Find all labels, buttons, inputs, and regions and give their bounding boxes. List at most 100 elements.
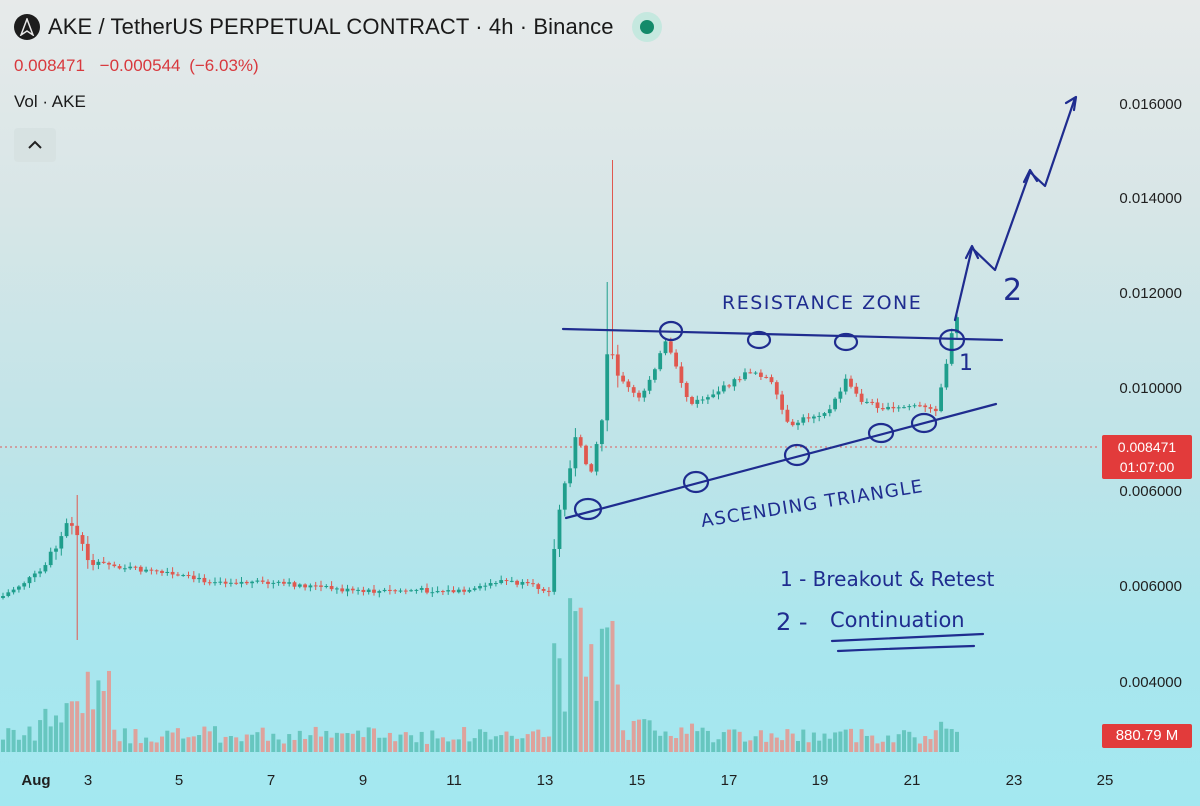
volume-bar — [870, 735, 875, 752]
volume-bar — [59, 722, 64, 752]
volume-bar — [546, 736, 551, 752]
candle-body — [181, 575, 186, 577]
volume-bar — [928, 739, 933, 752]
volume-bar — [430, 730, 435, 752]
annotation-layer — [561, 95, 1078, 653]
volume-bar — [859, 729, 864, 752]
candle-body — [292, 582, 297, 587]
candle-body — [382, 589, 387, 592]
volume-bar — [849, 728, 853, 752]
volume-bar — [48, 726, 53, 752]
quote-line: 0.008471 −0.000544 (−6.03%) — [14, 56, 269, 76]
volume-bar — [716, 739, 721, 752]
volume-bar — [880, 741, 885, 752]
volume-bar — [541, 737, 546, 752]
candle-body — [796, 422, 800, 426]
volume-bar — [462, 727, 467, 752]
candle-body — [896, 407, 901, 409]
candle-body — [54, 548, 58, 552]
volume-bar — [356, 730, 361, 752]
collapse-legend-button[interactable] — [14, 128, 56, 162]
volume-bar — [292, 739, 297, 752]
volume-bar — [85, 671, 90, 752]
volume-bar — [912, 737, 917, 752]
time-tick: 7 — [266, 772, 276, 789]
volume-bar — [91, 709, 96, 752]
price-change-percent: (−6.03%) — [189, 56, 259, 75]
candle-body — [38, 571, 42, 574]
market-status-icon — [631, 12, 662, 42]
candle-body — [186, 575, 191, 577]
candle-body — [494, 583, 498, 585]
volume-bar — [38, 720, 43, 752]
volume-bar — [944, 728, 949, 752]
volume-bar — [626, 739, 631, 752]
volume-bar — [917, 743, 922, 752]
volume-bar — [324, 730, 329, 752]
price-tick: 0.006000 — [1119, 483, 1182, 500]
volume-bar — [435, 738, 440, 752]
volume-bar — [467, 741, 472, 752]
candle-body — [870, 401, 875, 403]
volume-bar — [234, 737, 239, 752]
volume-bar — [838, 731, 843, 752]
bar-countdown: 01:07:00 — [1119, 459, 1175, 475]
volume-bar — [727, 729, 732, 752]
volume-bar — [806, 742, 811, 752]
candle-body — [928, 407, 933, 409]
candle-body — [441, 591, 445, 593]
price-tick: 0.014000 — [1119, 190, 1182, 207]
touch-circle — [910, 412, 938, 434]
candle-body — [435, 591, 440, 593]
candle-body — [753, 372, 758, 374]
volume-bar — [107, 670, 111, 752]
volume-bar — [144, 737, 149, 752]
candle-body — [668, 341, 673, 353]
volume-bar — [202, 726, 207, 752]
volume-bar — [403, 732, 408, 752]
candle-body — [615, 354, 620, 376]
candle-body — [637, 392, 641, 398]
candle-body — [213, 582, 217, 584]
volume-bar — [833, 732, 838, 752]
candle-body — [6, 592, 11, 597]
volume-bar — [705, 730, 710, 752]
candle-body — [806, 417, 811, 419]
volume-bar — [637, 719, 641, 752]
volume-bar — [425, 743, 429, 752]
candle-body — [764, 376, 769, 378]
volume-bar — [562, 711, 567, 752]
volume-bar — [769, 733, 774, 752]
volume-bar — [197, 735, 202, 752]
candle-body — [647, 379, 652, 391]
volume-bar — [112, 729, 117, 752]
symbol-title[interactable]: AKE / TetherUS PERPETUAL CONTRACT · 4h ·… — [48, 14, 614, 39]
volume-bar — [939, 721, 944, 752]
candle-body — [600, 420, 604, 445]
volume-bar — [827, 738, 832, 752]
volume-bar — [398, 734, 403, 752]
touch-circle — [833, 332, 859, 352]
candle-body — [398, 590, 403, 592]
volume-bar — [589, 644, 594, 752]
candle-body — [345, 588, 350, 592]
volume-bar — [27, 726, 32, 752]
candle-body — [478, 586, 482, 589]
marker-1: 1 — [959, 351, 973, 376]
volume-bar — [679, 727, 684, 752]
candle-body — [75, 525, 80, 536]
volume-bar — [504, 731, 509, 752]
candle-body — [107, 562, 111, 565]
candle-body — [610, 354, 615, 356]
candle-body — [218, 581, 223, 583]
candle-body — [101, 561, 106, 563]
candle-body — [918, 405, 922, 407]
current-price-value: 0.008471 — [1117, 439, 1177, 455]
price-tick: 0.012000 — [1119, 285, 1182, 302]
candle-body — [202, 577, 207, 583]
candle-body — [425, 588, 429, 593]
volume-bar — [80, 713, 85, 752]
volume-bar — [573, 611, 578, 752]
volume-indicator-label[interactable]: Vol · AKE — [14, 92, 86, 111]
